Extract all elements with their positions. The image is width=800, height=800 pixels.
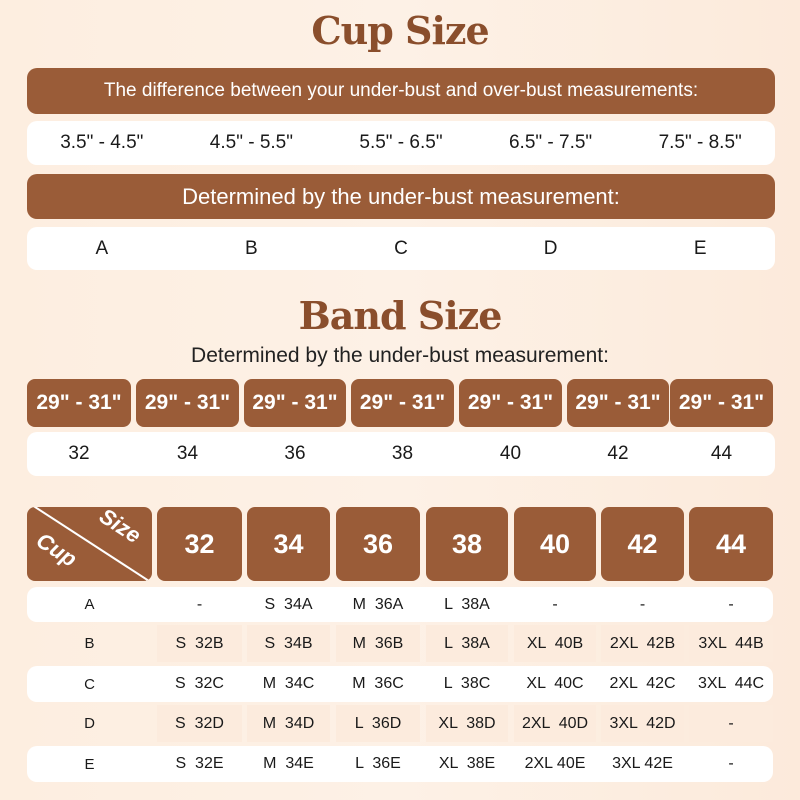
size-cell: 2XL 42C xyxy=(609,675,676,692)
size-cell: 3XL 42E xyxy=(612,755,673,772)
size-cell: - xyxy=(639,595,646,613)
size-cell: M 36C xyxy=(352,675,404,692)
band-range: 29" - 31" xyxy=(27,379,131,427)
size-cell: XL 38D xyxy=(426,705,508,742)
band-value: 38 xyxy=(391,443,414,464)
size-cell: L 36E xyxy=(355,755,401,772)
band-value: 34 xyxy=(176,443,199,464)
cup-size-corner-header: Size Cup xyxy=(27,507,152,581)
band-range: 29" - 31" xyxy=(459,379,562,427)
band-value: 44 xyxy=(710,443,733,464)
size-cell: 3XL 42D xyxy=(601,705,684,742)
size-cell: - xyxy=(728,755,734,772)
cup-size-title: Cup Size xyxy=(311,8,489,53)
difference-label-bar: The difference between your under-bust a… xyxy=(27,68,775,114)
size-cell: - xyxy=(689,705,773,742)
band-column-header: 36 xyxy=(336,507,420,581)
corner-size-label: Size xyxy=(94,507,146,549)
band-value: 36 xyxy=(284,443,306,464)
size-cell: 2XL 40E xyxy=(524,755,586,772)
band-column-header: 40 xyxy=(514,507,596,581)
size-cell: XL 40C xyxy=(526,675,584,692)
band-range: 29" - 31" xyxy=(567,379,669,427)
band-range: 29" - 31" xyxy=(670,379,773,427)
band-column-header: 34 xyxy=(247,507,330,581)
size-cell: M 34D xyxy=(247,705,330,742)
band-column-header: 32 xyxy=(157,507,242,581)
band-value: 32 xyxy=(68,443,90,464)
cup-row-label: B xyxy=(84,635,95,652)
band-column-header: 42 xyxy=(601,507,684,581)
size-cell: XL 40B xyxy=(514,625,596,662)
size-cell: 3XL 44B xyxy=(689,625,773,662)
cup-letter: A xyxy=(95,237,109,259)
band-values-row xyxy=(27,432,775,476)
size-cell: L 38C xyxy=(443,675,491,692)
size-cell: 2XL 42B xyxy=(601,625,684,662)
size-cell: S 32C xyxy=(175,675,224,692)
band-range: 29" - 31" xyxy=(244,379,346,427)
size-cell: S 34A xyxy=(264,595,313,613)
size-cell: L 36D xyxy=(336,705,420,742)
size-cell: S 32D xyxy=(157,705,242,742)
cup-letter: B xyxy=(245,237,258,259)
size-cell: M 34C xyxy=(262,675,315,692)
cup-letters-row: A B C D E xyxy=(27,227,775,270)
band-size-title: Band Size xyxy=(298,293,503,338)
size-cell: 2XL 40D xyxy=(514,705,596,742)
band-range: 29" - 31" xyxy=(136,379,239,427)
size-cell: S 32B xyxy=(157,625,242,662)
band-column-header: 38 xyxy=(426,507,508,581)
difference-value: 3.5" - 4.5" xyxy=(60,132,144,153)
cup-letter: D xyxy=(543,237,558,259)
difference-values-row: 3.5" - 4.5" 4.5" - 5.5" 5.5" - 6.5" 6.5" - … xyxy=(27,121,775,165)
size-cell: S 34B xyxy=(247,625,330,662)
size-cell: 3XL 44C xyxy=(697,675,765,692)
table-row-background xyxy=(27,587,773,622)
size-cell: L 38A xyxy=(444,595,490,613)
band-column-header: 44 xyxy=(689,507,773,581)
band-value: 42 xyxy=(607,443,629,464)
size-cell: L 38A xyxy=(426,625,508,662)
difference-value: 4.5" - 5.5" xyxy=(209,132,293,153)
size-cell: S 32E xyxy=(175,755,224,772)
cup-letter: E xyxy=(693,237,707,259)
size-cell: - xyxy=(196,595,203,613)
size-cell: - xyxy=(728,595,734,613)
size-cell: M 36A xyxy=(352,595,404,613)
cup-row-label: E xyxy=(84,755,95,773)
band-subtitle: Determined by the under-bust measurement… xyxy=(191,344,609,367)
cup-row-label: C xyxy=(84,675,95,693)
cup-row-label: A xyxy=(84,596,95,613)
size-cell: M 36B xyxy=(336,625,420,662)
size-cell: - xyxy=(552,595,558,613)
cup-letter: C xyxy=(394,237,408,259)
determined-label-bar: Determined by the under-bust measurement… xyxy=(27,174,775,219)
table-row-background xyxy=(27,666,773,702)
difference-value: 7.5" - 8.5" xyxy=(658,132,742,153)
corner-cup-label: Cup xyxy=(31,527,82,572)
table-row-background xyxy=(27,746,773,782)
difference-value: 5.5" - 6.5" xyxy=(359,132,443,153)
band-value: 40 xyxy=(499,443,522,464)
difference-value: 6.5" - 7.5" xyxy=(508,132,593,153)
band-range: 29" - 31" xyxy=(351,379,454,427)
size-cell: XL 38E xyxy=(438,755,496,772)
size-cell: M 34E xyxy=(263,755,314,772)
cup-row-label: D xyxy=(84,715,95,732)
